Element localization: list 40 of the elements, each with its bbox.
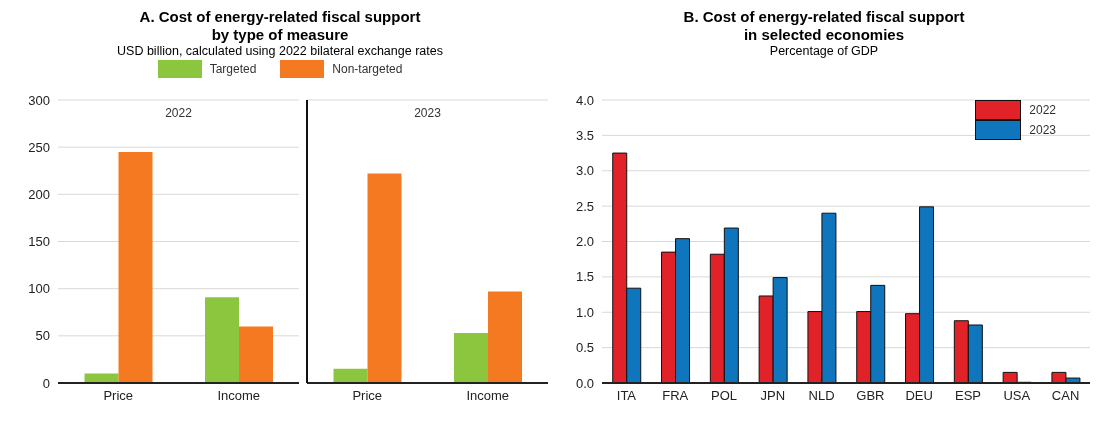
y-tick-label: 3.0 (575, 163, 594, 179)
annotation: 2022 (164, 106, 193, 120)
x-tick-label: DEU (905, 388, 933, 404)
x-tick-label: CAN (1051, 388, 1080, 404)
legend-label: 2023 (1029, 123, 1056, 137)
chart-title: A. Cost of energy-related fiscal support by type of measure (138, 8, 422, 44)
y-tick-label: 4.0 (575, 92, 594, 108)
legend-label: 2022 (1029, 103, 1056, 117)
y-tick-label: 300 (28, 92, 50, 108)
chart-subtitle: Percentage of GDP (768, 44, 880, 58)
x-tick-label: JPN (760, 388, 786, 404)
y-tick-label: 3.5 (575, 127, 594, 143)
x-tick-label: Income (217, 388, 261, 404)
y-tick-label: 200 (28, 186, 50, 202)
y-tick-label: 2.5 (575, 198, 594, 214)
x-tick-label: ESP (954, 388, 982, 404)
y-tick-label: 1.0 (575, 304, 594, 320)
legend-label: Targeted (209, 62, 257, 76)
y-tick-label: 0.5 (575, 340, 594, 356)
y-tick-label: 0 (42, 375, 50, 391)
y-tick-label: 100 (28, 281, 50, 297)
y-tick-label: 50 (35, 328, 50, 344)
y-tick-label: 1.5 (575, 269, 594, 285)
y-tick-label: 150 (28, 234, 50, 250)
x-tick-label: Price (103, 388, 134, 404)
x-tick-label: NLD (808, 388, 835, 404)
x-tick-label: FRA (662, 388, 689, 404)
x-tick-label: USA (1003, 388, 1031, 404)
y-tick-label: 250 (28, 139, 50, 155)
annotation: 2023 (413, 106, 442, 120)
y-tick-label: 0.0 (575, 375, 594, 391)
legend-label: Non-targeted (332, 62, 403, 76)
y-tick-label: 2.0 (575, 234, 594, 250)
x-tick-label: Price (352, 388, 383, 404)
chart-title: B. Cost of energy-related fiscal support in selected economies (682, 8, 966, 44)
x-tick-label: GBR (856, 388, 885, 404)
x-tick-label: POL (710, 388, 738, 404)
chart-subtitle: USD billion, calculated using 2022 bilateral exchange rates (116, 44, 444, 58)
x-tick-label: ITA (616, 388, 637, 404)
x-tick-label: Income (466, 388, 510, 404)
